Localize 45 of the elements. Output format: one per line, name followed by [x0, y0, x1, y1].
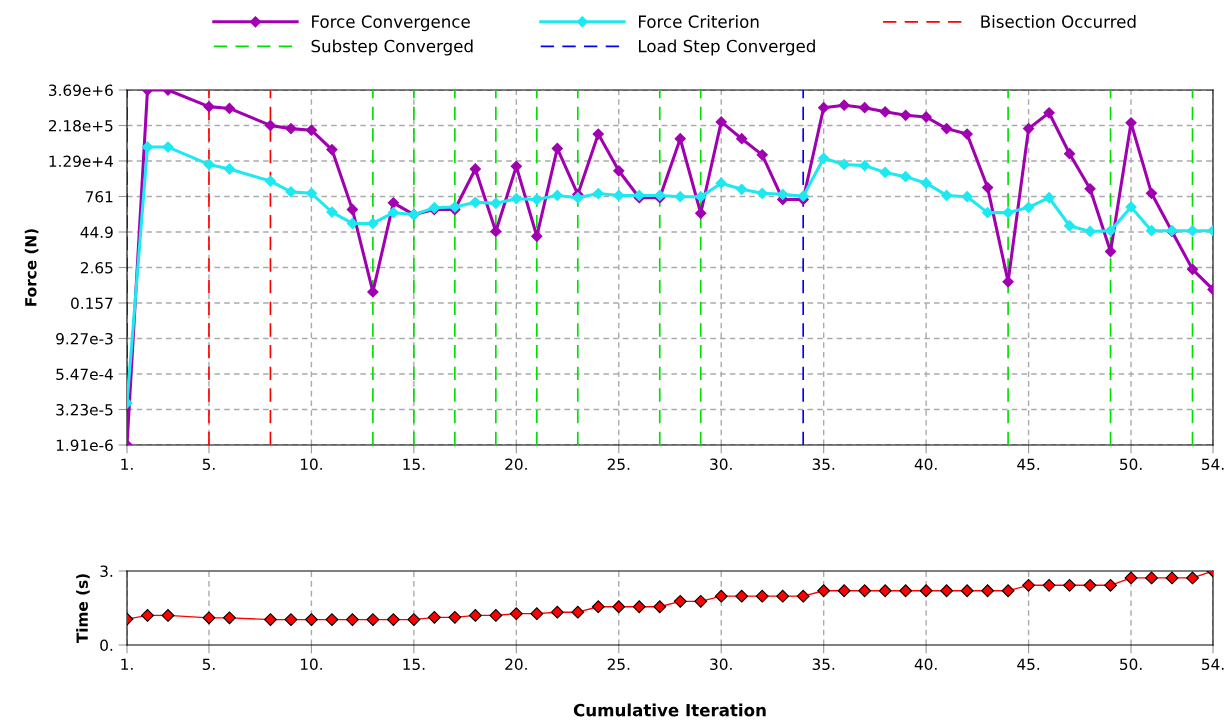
y-tick-label: 44.9 [80, 226, 113, 239]
x-tick-label: 54. [1202, 658, 1224, 671]
y-tick-label: 2.65 [80, 261, 113, 274]
x-tick-label: 50. [1120, 658, 1142, 671]
x-axis-title: Cumulative Iteration [573, 703, 766, 717]
x-tick-label: 20. [505, 458, 527, 471]
x-tick-label: 1. [121, 458, 133, 470]
legend-label: Force Criterion [639, 15, 759, 28]
legend-label: Force Convergence [312, 15, 470, 32]
y-tick-label: 1.91e-6 [56, 439, 113, 452]
y-tick-label: 1.29e+4 [49, 155, 113, 167]
x-tick-label: 15. [403, 458, 425, 471]
x-tick-label: 40. [914, 658, 937, 671]
y-tick-label: 0.157 [71, 297, 113, 310]
y-tick-label: 5.47e-4 [56, 368, 113, 381]
x-tick-label: 5. [202, 658, 215, 671]
y-tick-label: 3.69e+6 [49, 84, 113, 97]
x-tick-label: 54. [1202, 458, 1224, 471]
y-axis-title: Force (N) [24, 229, 39, 306]
x-tick-label: 30. [710, 458, 732, 471]
legend-label: Bisection Occurred [981, 15, 1136, 28]
x-tick-label: 30. [710, 658, 732, 671]
x-tick-label: 10. [300, 458, 322, 471]
y-tick-label: 3.23e-5 [56, 403, 113, 416]
x-tick-label: 45. [1017, 458, 1040, 471]
y-tick-label: 3. [100, 565, 113, 578]
legend-label: Substep Converged [311, 39, 473, 56]
x-tick-label: 1. [121, 658, 133, 670]
x-tick-label: 25. [607, 658, 630, 671]
x-tick-label: 20. [505, 658, 527, 671]
x-tick-label: 50. [1120, 458, 1142, 471]
legend-label: Load Step Converged [639, 39, 815, 56]
y-tick-label: 761 [85, 190, 113, 203]
x-tick-label: 10. [300, 658, 322, 671]
x-tick-label: 35. [812, 458, 835, 471]
y-tick-label: 9.27e-3 [56, 332, 113, 345]
x-tick-label: 40. [914, 458, 937, 471]
x-tick-label: 25. [607, 458, 630, 471]
y-tick-label: 0. [100, 639, 113, 652]
x-tick-label: 15. [403, 658, 425, 671]
x-tick-label: 35. [812, 658, 835, 671]
x-tick-label: 45. [1017, 658, 1040, 671]
y-axis-title: Time (s) [76, 574, 90, 644]
x-tick-label: 5. [202, 458, 215, 471]
y-tick-label: 2.18e+5 [48, 119, 113, 132]
